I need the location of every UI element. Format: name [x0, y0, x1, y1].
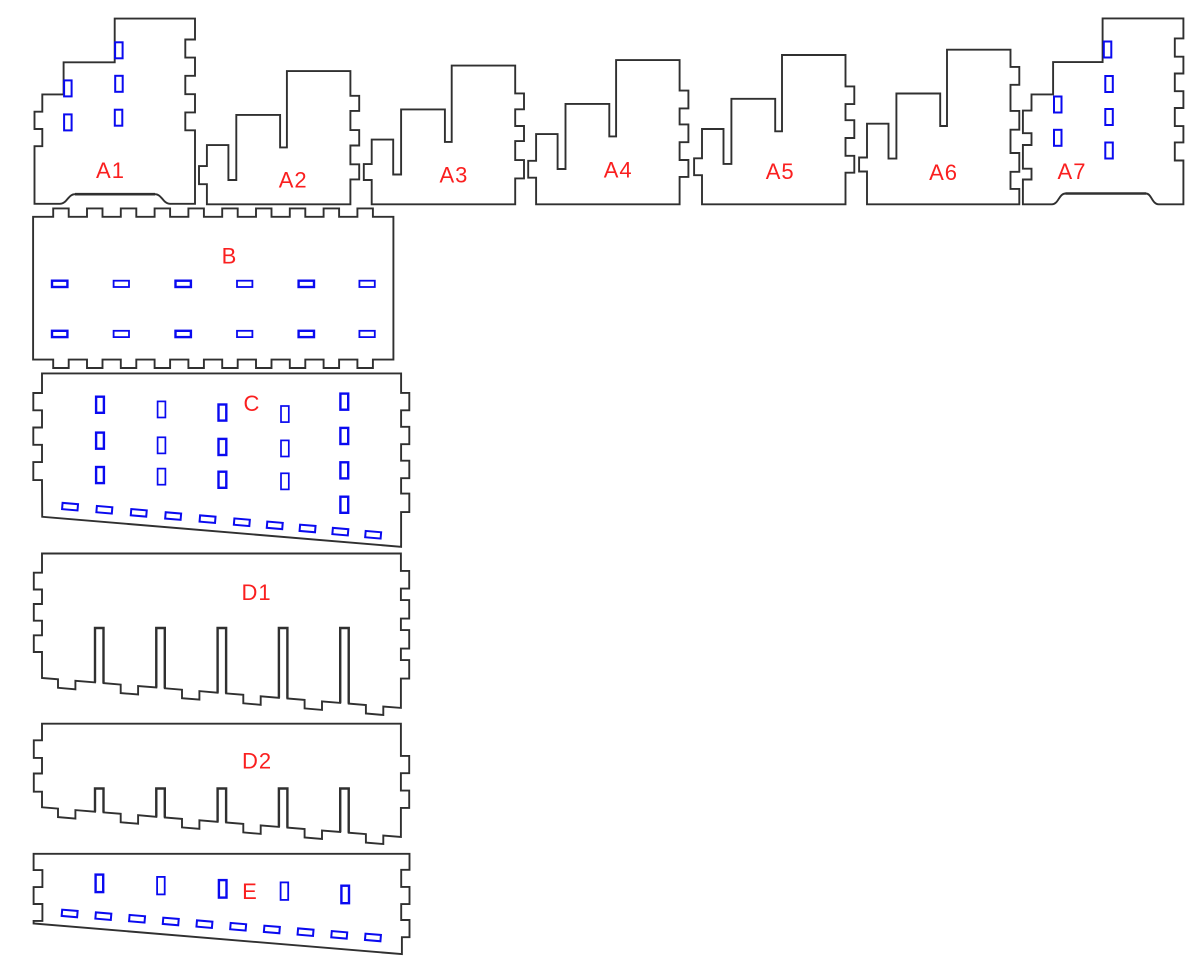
svg-text:A6: A6 — [929, 160, 958, 185]
svg-text:A2: A2 — [279, 168, 308, 193]
svg-text:A5: A5 — [766, 159, 795, 184]
svg-text:A4: A4 — [604, 158, 633, 183]
svg-text:C: C — [244, 391, 261, 416]
svg-text:E: E — [242, 879, 258, 904]
svg-text:A1: A1 — [96, 158, 125, 183]
svg-text:D2: D2 — [242, 749, 272, 774]
svg-text:B: B — [222, 244, 238, 269]
svg-text:A7: A7 — [1058, 159, 1087, 184]
svg-text:A3: A3 — [439, 163, 468, 188]
svg-text:D1: D1 — [241, 580, 271, 605]
